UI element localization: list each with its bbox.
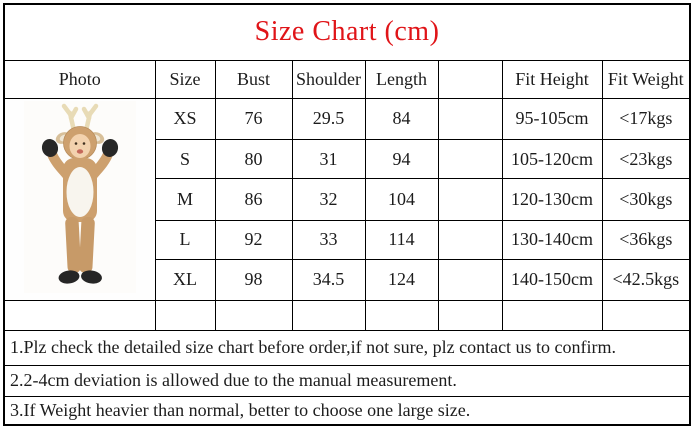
hoof-feet	[58, 269, 102, 284]
fit-height-cell: 140-150cm	[501, 259, 603, 301]
length-cell: 94	[364, 138, 439, 180]
col-header-spacer	[437, 59, 503, 99]
spacer-cell	[437, 259, 503, 301]
chart-title: Size Chart (cm)	[3, 3, 691, 61]
size-row-m: M 86 32 104 120-130cm <30kgs	[4, 178, 691, 221]
size-cell: L	[154, 219, 216, 261]
length-cell: 114	[364, 219, 439, 261]
empty-cell	[437, 299, 503, 331]
note-row-1: 1.Plz check the detailed size chart befo…	[3, 329, 691, 366]
fit-height-cell: 130-140cm	[501, 219, 603, 261]
size-chart-table: Size Chart (cm) Photo Size Bust Shoulder…	[3, 3, 692, 426]
col-header-fit-weight: Fit Weight	[601, 59, 691, 99]
empty-cell	[501, 299, 603, 331]
col-header-size: Size	[154, 59, 216, 99]
title-row: Size Chart (cm)	[3, 3, 691, 61]
bust-cell: 92	[214, 219, 293, 261]
bust-cell: 86	[214, 178, 293, 221]
spacer-cell	[437, 178, 503, 221]
empty-cell	[3, 299, 156, 331]
empty-cell	[364, 299, 439, 331]
col-header-photo: Photo	[3, 59, 156, 99]
shoulder-cell: 32	[291, 178, 366, 221]
empty-cell	[291, 299, 366, 331]
note-row-3: 3.If Weight heavier than normal, better …	[3, 395, 691, 426]
size-cell: S	[154, 138, 216, 180]
fit-height-cell: 95-105cm	[501, 97, 603, 140]
spacer-cell	[437, 138, 503, 180]
note-text-2: 2.2-4cm deviation is allowed due to the …	[3, 364, 691, 397]
header-row: Photo Size Bust Shoulder Length Fit Heig…	[3, 59, 691, 99]
white-belly	[66, 166, 94, 217]
size-row-s: S 80 31 94 105-120cm <23kgs	[4, 138, 691, 180]
fit-weight-cell: <17kgs	[601, 97, 691, 140]
size-row-l: L 92 33 114 130-140cm <36kgs	[4, 219, 691, 261]
fit-weight-cell: <42.5kgs	[601, 259, 691, 301]
shoulder-cell: 31	[291, 138, 366, 180]
spacer-cell	[437, 219, 503, 261]
note-row-2: 2.2-4cm deviation is allowed due to the …	[3, 364, 691, 397]
empty-cell	[601, 299, 691, 331]
col-header-fit-height: Fit Height	[501, 59, 603, 99]
spacer-row	[3, 299, 691, 331]
fit-weight-cell: <36kgs	[601, 219, 691, 261]
shoulder-cell: 29.5	[291, 97, 366, 140]
costume-legs	[64, 216, 95, 273]
face-features	[74, 141, 86, 154]
black-mittens	[41, 138, 118, 157]
col-header-length: Length	[364, 59, 439, 99]
empty-cell	[154, 299, 216, 331]
length-cell: 84	[364, 97, 439, 140]
child-face	[69, 133, 91, 158]
shoulder-cell: 34.5	[291, 259, 366, 301]
spacer-cell	[437, 97, 503, 140]
bust-cell: 98	[214, 259, 293, 301]
note-text-3: 3.If Weight heavier than normal, better …	[3, 395, 691, 426]
fit-height-cell: 120-130cm	[501, 178, 603, 221]
size-cell: M	[154, 178, 216, 221]
size-row-xl: XL 98 34.5 124 140-150cm <42.5kgs	[4, 259, 691, 301]
deer-costume-image	[23, 100, 136, 293]
shoulder-cell: 33	[291, 219, 366, 261]
bust-cell: 76	[214, 97, 293, 140]
empty-cell	[214, 299, 293, 331]
fit-height-cell: 105-120cm	[501, 138, 603, 180]
fit-weight-cell: <30kgs	[601, 178, 691, 221]
length-cell: 124	[364, 259, 439, 301]
fit-weight-cell: <23kgs	[601, 138, 691, 180]
size-cell: XS	[154, 97, 216, 140]
note-text-1: 1.Plz check the detailed size chart befo…	[3, 329, 691, 366]
product-photo-cell	[3, 97, 156, 301]
size-cell: XL	[154, 259, 216, 301]
col-header-bust: Bust	[214, 59, 293, 99]
length-cell: 104	[364, 178, 439, 221]
size-row-xs: XS 76 29.5 84 95-105cm <17kgs	[3, 97, 691, 301]
col-header-shoulder: Shoulder	[291, 59, 366, 99]
bust-cell: 80	[214, 138, 293, 180]
